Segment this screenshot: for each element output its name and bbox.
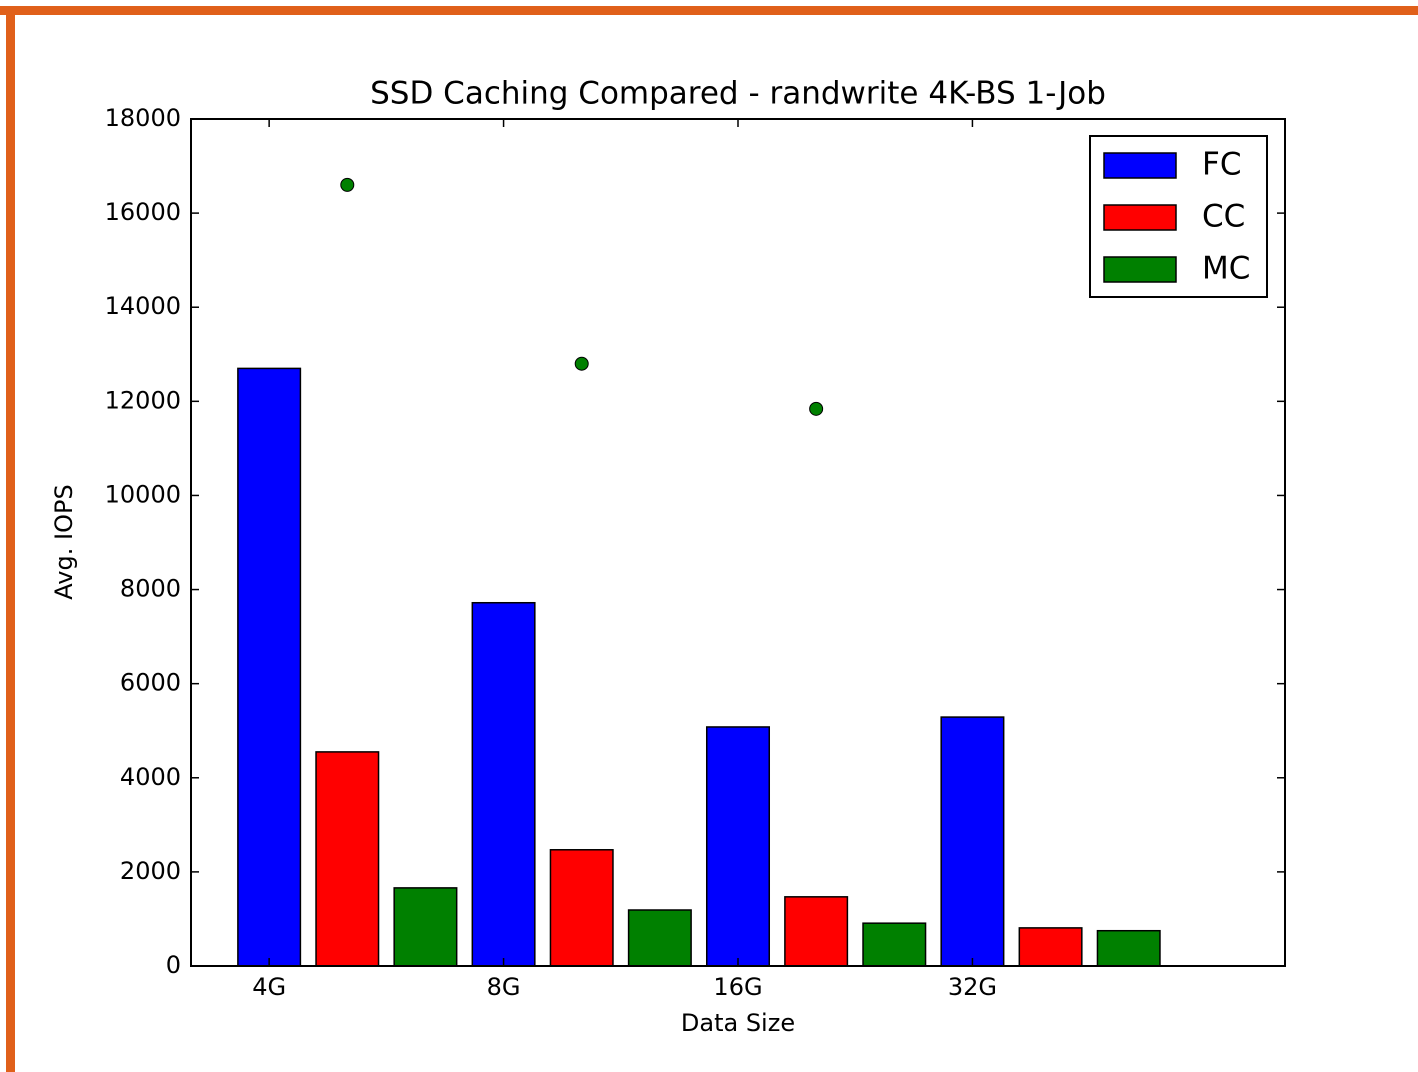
y-axis-label: Avg. IOPS [50, 484, 78, 599]
bar [705, 726, 771, 967]
y-tick-label: 0 [166, 951, 181, 979]
bar [627, 909, 692, 967]
bar [1096, 929, 1161, 967]
x-tick-label: 16G [713, 973, 762, 1001]
y-tick-label: 8000 [120, 575, 181, 603]
scatter-point [574, 356, 589, 371]
y-tick-label: 14000 [105, 292, 181, 320]
bar [1018, 927, 1083, 967]
frame-top [0, 6, 1418, 15]
x-axis-label: Data Size [681, 1009, 795, 1037]
frame-left [6, 6, 15, 1072]
bar [862, 922, 927, 967]
scatter-point [340, 177, 355, 192]
y-tick-label: 2000 [120, 857, 181, 885]
legend-swatch [1103, 204, 1177, 231]
bar [940, 716, 1005, 967]
y-tick-label: 18000 [105, 104, 181, 132]
y-tick-label: 4000 [120, 763, 181, 791]
legend-label: CC [1202, 199, 1245, 235]
y-tick-label: 16000 [105, 198, 181, 226]
bar [237, 367, 302, 967]
y-tick-label: 10000 [105, 480, 181, 508]
bar [315, 751, 380, 967]
legend-swatch [1103, 152, 1177, 179]
bar [784, 896, 849, 967]
x-tick-label: 4G [252, 973, 286, 1001]
bar [471, 601, 536, 967]
bar [393, 887, 458, 967]
y-tick-label: 12000 [105, 386, 181, 414]
x-tick-label: 32G [948, 973, 997, 1001]
legend-label: MC [1202, 251, 1250, 287]
legend-swatch [1103, 256, 1177, 283]
y-tick-label: 6000 [120, 669, 181, 697]
chart-title: SSD Caching Compared - randwrite 4K-BS 1… [370, 76, 1106, 112]
bar [549, 849, 614, 967]
legend-label: FC [1202, 147, 1241, 183]
scatter-point [809, 401, 824, 416]
x-tick-label: 8G [487, 973, 521, 1001]
